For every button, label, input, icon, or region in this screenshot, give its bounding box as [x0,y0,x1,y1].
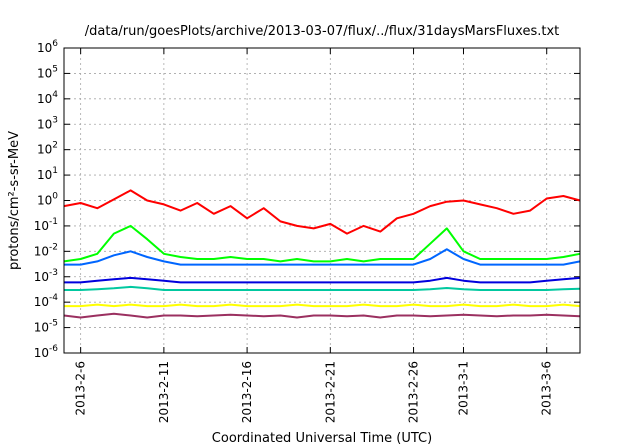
series-line-4 [64,276,581,284]
y-tick-label: 103 [37,115,58,131]
y-axis-label: protons/cm²-s-sr-MeV [7,131,22,270]
x-tick-label: 2013-2-26 [407,361,421,423]
y-tick-label: 10-2 [34,242,58,258]
series-line-5 [64,285,581,291]
x-tick-label: 2013-2-6 [74,361,88,415]
series-group [63,189,581,319]
y-tick-label: 10-6 [34,344,59,360]
x-axis-label: Coordinated Universal Time (UTC) [212,431,432,446]
y-tick-label: 10-4 [34,293,59,309]
x-axis-ticks: 2013-2-6 2013-2-11 2013-2-16 2013-2-21 2013-… [74,48,554,423]
plot-frame [63,47,581,354]
y-tick-label: 106 [37,39,58,55]
y-tick-label: 102 [37,141,58,157]
y-tick-label: 105 [37,64,58,80]
y-tick-label: 104 [37,90,58,106]
x-tick-label: 2013-2-11 [157,361,171,423]
series-line-3 [64,248,581,266]
series-line-1 [63,189,581,235]
x-tick-label: 2013-2-21 [323,361,337,423]
series-line-2 [63,224,581,263]
chart-title: /data/run/goesPlots/archive/2013-03-07/f… [85,24,560,39]
y-tick-label: 10-3 [34,268,58,284]
grid [64,47,580,354]
y-tick-label: 101 [37,166,58,182]
y-axis-ticks: 10-6 10-5 10-4 10-3 10-2 10-1 100 101 102 103 104 1… [34,39,580,360]
x-tick-label: 2013-3-6 [540,361,554,415]
y-tick-label: 10-5 [34,319,58,335]
x-tick-label: 2013-2-16 [240,361,254,423]
y-tick-label: 100 [37,192,58,208]
series-line-7 [63,312,581,319]
y-tick-label: 10-1 [34,217,58,233]
series-line-6 [64,303,581,308]
x-tick-label: 2013-3-1 [456,361,470,415]
